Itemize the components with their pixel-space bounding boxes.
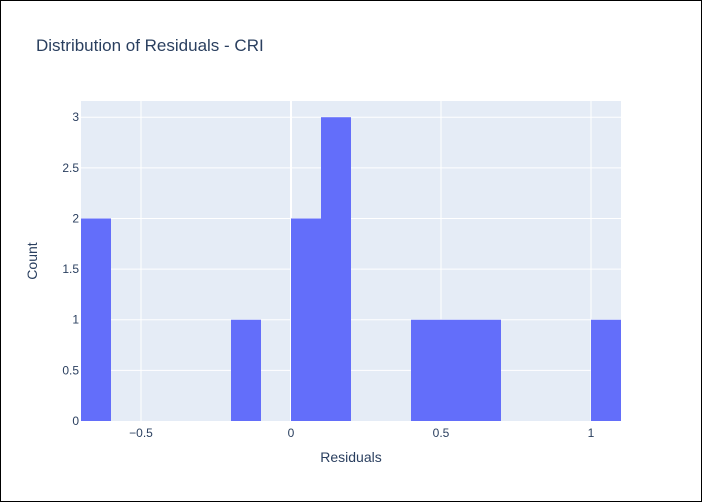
histogram-bar (441, 319, 471, 421)
y-axis-title: Count (24, 242, 40, 279)
x-tick-label: 0.5 (433, 426, 450, 440)
histogram-bar (591, 319, 621, 421)
y-tick-label: 0.5 (62, 363, 79, 377)
y-tick-label: 1.5 (62, 262, 79, 276)
x-tick-label: −0.5 (129, 426, 153, 440)
x-axis-title: Residuals (320, 449, 381, 465)
histogram-bar (81, 218, 111, 421)
histogram-bar (471, 319, 501, 421)
histogram-bar (411, 319, 441, 421)
y-tick-label: 1 (72, 313, 79, 327)
x-tick-label: 1 (588, 426, 595, 440)
chart-title: Distribution of Residuals - CRI (36, 36, 264, 55)
x-axis-ticks: −0.5 0 0.5 1 (129, 426, 595, 440)
x-tick-label: 0 (288, 426, 295, 440)
histogram-bar (291, 218, 321, 421)
y-tick-label: 2.5 (62, 161, 79, 175)
y-tick-label: 3 (72, 110, 79, 124)
y-tick-label: 0 (72, 414, 79, 428)
y-tick-label: 2 (72, 211, 79, 225)
y-axis-ticks: 0 0.5 1 1.5 2 2.5 3 (62, 110, 79, 428)
histogram-bar (231, 319, 261, 421)
histogram-bars (81, 117, 621, 422)
histogram-bar (321, 117, 351, 422)
